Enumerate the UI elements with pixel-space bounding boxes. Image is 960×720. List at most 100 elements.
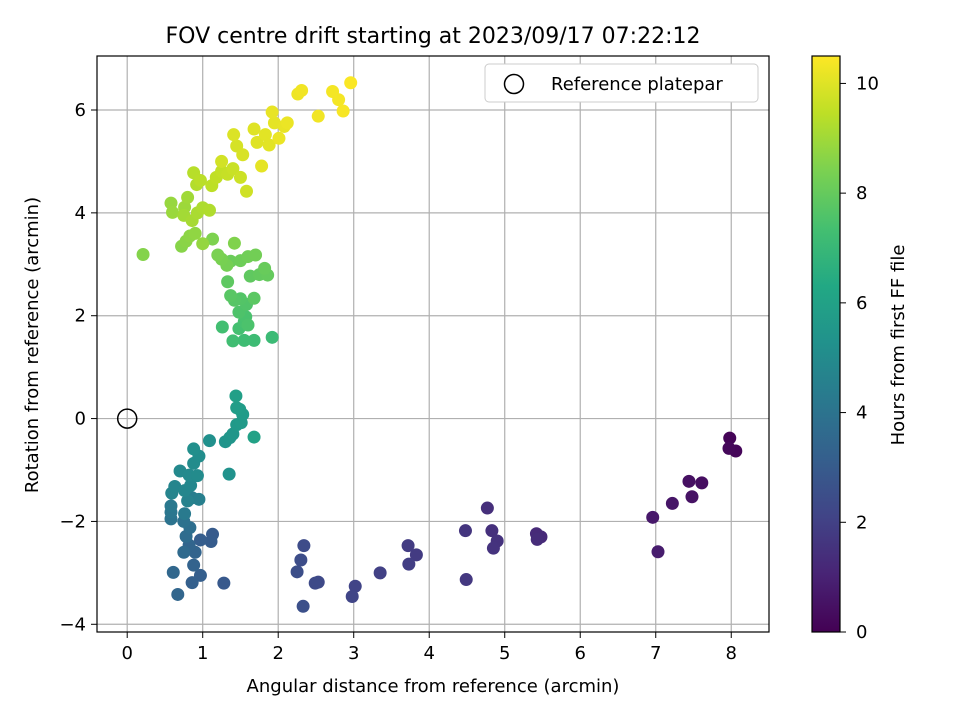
legend-box [484, 63, 759, 103]
legend-marker [503, 73, 525, 95]
data-point [249, 248, 263, 262]
data-point [485, 524, 499, 538]
data-point [247, 122, 261, 136]
data-point [136, 248, 150, 262]
data-point [265, 105, 279, 119]
data-point [297, 539, 311, 553]
y-tick-label: −2 [59, 511, 86, 532]
data-point [409, 548, 423, 562]
data-point [222, 467, 236, 481]
data-point [665, 496, 679, 510]
data-point [272, 131, 286, 145]
data-point [185, 576, 199, 590]
data-point [224, 289, 238, 303]
data-point [255, 159, 269, 173]
data-point [227, 236, 241, 250]
colorbar-tick-label: 8 [856, 183, 867, 204]
data-point [164, 499, 178, 513]
y-tick-label: 0 [75, 409, 86, 430]
data-point [237, 333, 251, 347]
data-point [646, 510, 660, 524]
colorbar-tick-label: 6 [856, 293, 867, 314]
y-axis-ticks: −4 −2 0 2 4 6 [59, 100, 97, 635]
data-point [682, 474, 696, 488]
data-point [206, 232, 220, 246]
data-point [215, 154, 229, 168]
data-point [336, 104, 350, 118]
plot-frame [96, 55, 770, 633]
data-point [296, 599, 310, 613]
data-point [166, 565, 180, 579]
y-tick-label: −4 [59, 614, 86, 635]
data-point [265, 330, 279, 344]
x-tick-label: 5 [499, 643, 510, 664]
data-point [171, 587, 185, 601]
data-point [188, 226, 202, 240]
data-point [348, 579, 362, 593]
colorbar-tick-label: 4 [856, 403, 867, 424]
data-point [229, 389, 243, 403]
data-point [262, 138, 276, 152]
data-point [192, 492, 206, 506]
data-point [184, 478, 198, 492]
legend: Reference platepar [484, 63, 759, 103]
data-point [401, 539, 415, 553]
data-points [136, 76, 743, 613]
data-point [480, 501, 494, 515]
x-tick-label: 1 [197, 643, 208, 664]
legend-entry: Reference platepar [551, 74, 723, 95]
data-point [311, 109, 325, 123]
x-tick-label: 8 [726, 643, 737, 664]
data-point [723, 431, 737, 445]
data-point [203, 203, 217, 217]
data-point [651, 545, 665, 559]
colorbar-label: Hours from first FF file [888, 245, 909, 446]
data-point [168, 479, 182, 493]
data-point [280, 116, 294, 130]
reference-point [116, 408, 138, 429]
data-point [211, 248, 225, 262]
data-point [178, 507, 192, 521]
data-point [181, 494, 195, 508]
data-point [193, 173, 207, 187]
data-point [177, 545, 191, 559]
data-point [258, 128, 272, 142]
data-point [233, 170, 247, 184]
x-tick-label: 0 [121, 643, 132, 664]
data-point [226, 162, 240, 176]
x-tick-label: 2 [272, 643, 283, 664]
colorbar-tick-label: 2 [856, 512, 867, 533]
data-point [187, 558, 201, 572]
data-point [240, 184, 254, 198]
data-point [459, 573, 473, 587]
data-point [695, 476, 709, 490]
data-point [258, 261, 272, 275]
data-point [204, 534, 218, 548]
x-axis-ticks: 0 1 2 3 4 5 6 7 8 [121, 632, 737, 664]
data-point [166, 205, 180, 219]
data-point [295, 83, 309, 97]
data-point [722, 441, 736, 455]
x-tick-label: 3 [348, 643, 359, 664]
y-axis-label: Rotation from reference (arcmin) [22, 197, 43, 493]
data-point [344, 76, 358, 90]
y-tick-label: 4 [75, 203, 86, 224]
colorbar-ticks: 0 2 4 6 8 10 [840, 73, 879, 643]
data-point [187, 442, 201, 456]
data-point [230, 401, 244, 415]
data-point [241, 318, 255, 332]
data-point [458, 524, 472, 538]
y-tick-label: 2 [75, 306, 86, 327]
y-tick-label: 6 [75, 100, 86, 121]
data-point [685, 490, 699, 504]
chart-title: FOV centre drift starting at 2023/09/17 … [166, 24, 701, 49]
data-point [190, 469, 204, 483]
colorbar-tick-label: 10 [856, 73, 879, 94]
data-point [193, 533, 207, 547]
data-point [221, 275, 235, 289]
x-tick-label: 4 [423, 643, 434, 664]
data-point [332, 93, 346, 107]
data-point [226, 334, 240, 348]
reference-marker [116, 408, 138, 429]
